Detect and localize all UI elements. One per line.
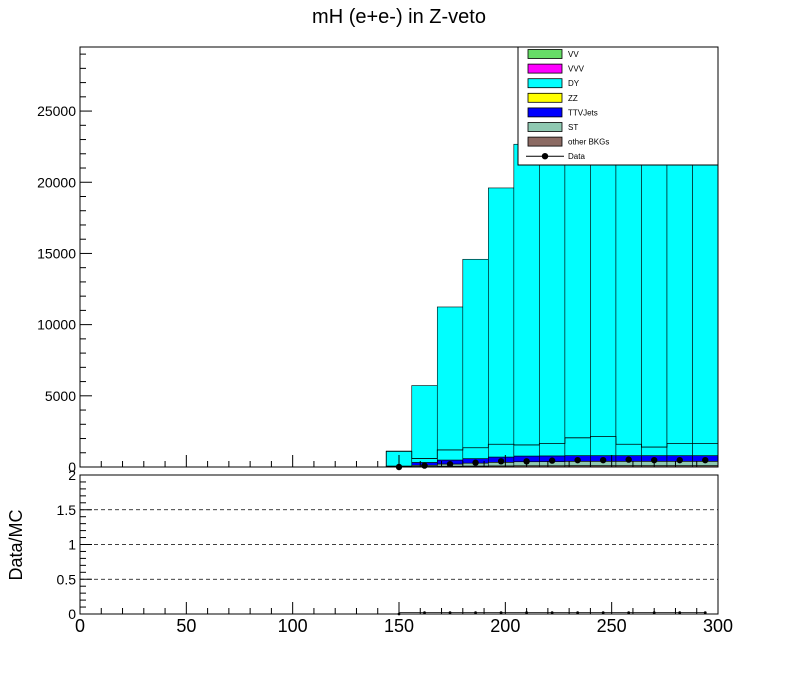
y-tick-label: 25000 <box>37 103 76 119</box>
legend-swatch <box>527 92 563 103</box>
data-point <box>599 456 607 464</box>
bar-dy <box>666 153 693 456</box>
y-tick-label: 5000 <box>45 388 76 404</box>
legend-swatch <box>527 122 563 132</box>
legend-entry: ZZ <box>568 94 578 103</box>
x-tick-label: 150 <box>384 616 414 636</box>
ratio-y-tick-label: 1 <box>68 537 76 553</box>
data-point <box>497 458 505 465</box>
x-tick-label: 50 <box>176 616 196 636</box>
data-point <box>548 457 556 464</box>
legend-entry: TTVJets <box>568 108 598 117</box>
main-histogram-stack <box>385 143 719 471</box>
legend-swatch <box>527 63 563 74</box>
legend-entry: DY <box>568 79 580 88</box>
bar-dy <box>641 153 668 456</box>
ratio-y-tick-label: 2 <box>68 467 76 483</box>
bar-dy <box>411 385 438 463</box>
data-point <box>472 459 479 466</box>
x-tick-label: 100 <box>278 616 308 636</box>
x-tick-label: 250 <box>597 616 627 636</box>
bar-dy <box>590 153 617 456</box>
ratio-y-tick-label: 1.5 <box>57 502 77 518</box>
data-point <box>625 456 632 463</box>
bar-dy <box>564 153 591 456</box>
bar-dy <box>462 258 489 459</box>
ratio-y-axis-label: Data/MC <box>6 509 26 580</box>
bar-dy <box>692 153 719 456</box>
x-tick-label: 200 <box>490 616 520 636</box>
y-tick-label: 15000 <box>37 245 76 261</box>
bar-dy <box>539 153 566 457</box>
data-point <box>574 456 581 464</box>
ratio-y-tick-label: 0.5 <box>57 571 77 587</box>
x-tick-label: 0 <box>75 616 85 636</box>
overlay-step-line <box>385 435 718 467</box>
legend-swatch <box>527 107 563 118</box>
legend-entry: VV <box>568 50 579 59</box>
legend-data-marker <box>541 153 549 160</box>
legend-entry: VVV <box>568 65 585 74</box>
y-tick-label: 10000 <box>37 317 76 333</box>
bar-dy <box>615 153 642 456</box>
x-tick-label: 300 <box>703 616 733 636</box>
ratio-y-tick-label: 0 <box>68 606 76 622</box>
data-point <box>651 456 658 464</box>
data-point <box>421 462 428 469</box>
data-point <box>676 456 683 464</box>
bar-dy <box>488 187 515 458</box>
y-tick-label: 0 <box>68 459 76 475</box>
bar-dy <box>436 306 464 461</box>
data-point <box>702 456 709 464</box>
legend-swatch <box>527 78 563 89</box>
ratio-point <box>397 612 401 616</box>
legend-swatch <box>527 49 563 59</box>
chart-title: mH (e+e-) in Z-veto <box>312 6 486 28</box>
legend-entry: Data <box>568 152 585 161</box>
bar-dy <box>513 143 540 457</box>
main-axes: 0 5000 10000 15000 20000 25000 <box>37 46 719 475</box>
legend-swatch <box>527 136 563 147</box>
data-point <box>446 460 454 468</box>
y-tick-label: 20000 <box>37 174 76 190</box>
legend-entry: other BKGs <box>568 138 609 147</box>
legend-entry: ST <box>568 123 578 132</box>
ratio-panel: 0 0.5 1 1.5 2 0 50 100 150 200 250 300 Data/MC <box>6 467 733 636</box>
